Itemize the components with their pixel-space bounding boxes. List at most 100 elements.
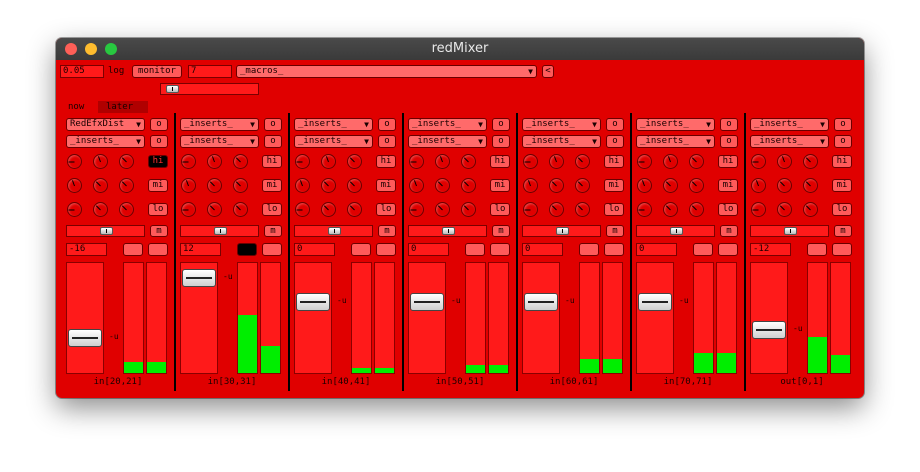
eq-knob[interactable] [93,202,108,217]
volume-fader-thumb[interactable] [182,269,216,287]
insert-open-button[interactable]: o [720,118,738,131]
eq-knob[interactable] [233,178,248,193]
pan-slider[interactable] [522,225,601,237]
pan-slider[interactable] [750,225,829,237]
send-button[interactable] [807,243,827,256]
gain-value-field[interactable]: 0 [294,243,335,256]
pan-slider[interactable] [294,225,373,237]
send-button[interactable] [351,243,371,256]
volume-fader-thumb[interactable] [524,293,558,311]
eq-knob[interactable] [803,202,818,217]
volume-fader-thumb[interactable] [752,321,786,339]
eq-knob[interactable] [461,154,476,169]
eq-mi-button[interactable]: mi [262,179,282,192]
eq-knob[interactable] [549,154,564,169]
insert-dropdown[interactable]: _inserts_ ▼ [522,118,601,131]
insert-open-button[interactable]: o [492,118,510,131]
mute-button[interactable]: m [720,225,738,237]
volume-fader-thumb[interactable] [638,293,672,311]
insert-open-button[interactable]: o [606,118,624,131]
eq-knob[interactable] [321,178,336,193]
eq-knob[interactable] [207,154,222,169]
pan-slider-thumb[interactable] [670,227,683,235]
eq-knob[interactable] [751,178,766,193]
eq-knob[interactable] [637,202,652,217]
eq-knob[interactable] [119,178,134,193]
eq-knob[interactable] [233,202,248,217]
mute-button[interactable]: m [264,225,282,237]
insert-open-button[interactable]: o [264,118,282,131]
eq-knob[interactable] [777,178,792,193]
eq-knob[interactable] [435,154,450,169]
eq-knob[interactable] [689,154,704,169]
eq-knob[interactable] [409,178,424,193]
eq-hi-button[interactable]: hi [604,155,624,168]
insert-open-button[interactable]: o [492,135,510,148]
volume-fader-thumb[interactable] [296,293,330,311]
eq-knob[interactable] [575,154,590,169]
eq-knob[interactable] [119,202,134,217]
eq-knob[interactable] [777,202,792,217]
insert-open-button[interactable]: o [378,135,396,148]
eq-knob[interactable] [549,202,564,217]
mute-button[interactable]: m [150,225,168,237]
pan-slider-thumb[interactable] [214,227,227,235]
eq-knob[interactable] [523,202,538,217]
eq-mi-button[interactable]: mi [718,179,738,192]
insert-open-button[interactable]: o [720,135,738,148]
insert-dropdown[interactable]: _inserts_ ▼ [636,118,715,131]
eq-knob[interactable] [523,154,538,169]
eq-mi-button[interactable]: mi [604,179,624,192]
eq-hi-button[interactable]: hi [262,155,282,168]
send-button[interactable] [376,243,396,256]
insert-dropdown[interactable]: _inserts_ ▼ [408,118,487,131]
insert-dropdown[interactable]: RedEfxDist ▼ [66,118,145,131]
eq-knob[interactable] [67,154,82,169]
eq-knob[interactable] [207,202,222,217]
pan-slider-thumb[interactable] [556,227,569,235]
back-button[interactable]: < [542,65,554,78]
pan-slider[interactable] [180,225,259,237]
insert-dropdown[interactable]: _inserts_ ▼ [180,135,259,148]
eq-hi-button[interactable]: hi [718,155,738,168]
eq-knob[interactable] [119,154,134,169]
gain-value-field[interactable]: 0 [522,243,563,256]
insert-dropdown[interactable]: _inserts_ ▼ [408,135,487,148]
insert-open-button[interactable]: o [606,135,624,148]
monitor-button[interactable]: monitor [132,65,182,78]
pan-slider-thumb[interactable] [784,227,797,235]
count-field[interactable]: 7 [188,65,232,78]
eq-knob[interactable] [207,178,222,193]
insert-dropdown[interactable]: _inserts_ ▼ [636,135,715,148]
eq-knob[interactable] [233,154,248,169]
eq-lo-button[interactable]: lo [718,203,738,216]
eq-knob[interactable] [409,202,424,217]
mute-button[interactable]: m [834,225,852,237]
mute-button[interactable]: m [378,225,396,237]
gain-value-field[interactable]: 0 [636,243,677,256]
eq-knob[interactable] [181,178,196,193]
send-button[interactable] [693,243,713,256]
eq-hi-button[interactable]: hi [148,155,168,168]
eq-knob[interactable] [637,154,652,169]
eq-mi-button[interactable]: mi [376,179,396,192]
send-button[interactable] [490,243,510,256]
eq-mi-button[interactable]: mi [490,179,510,192]
eq-mi-button[interactable]: mi [148,179,168,192]
gain-value-field[interactable]: -12 [750,243,791,256]
eq-knob[interactable] [435,202,450,217]
eq-knob[interactable] [347,202,362,217]
eq-hi-button[interactable]: hi [490,155,510,168]
eq-lo-button[interactable]: lo [832,203,852,216]
eq-knob[interactable] [435,178,450,193]
send-button[interactable] [262,243,282,256]
eq-lo-button[interactable]: lo [376,203,396,216]
eq-knob[interactable] [409,154,424,169]
volume-fader-thumb[interactable] [68,329,102,347]
close-window-button[interactable] [65,43,77,55]
send-button[interactable] [148,243,168,256]
master-slider[interactable] [160,83,259,95]
eq-knob[interactable] [67,178,82,193]
volume-fader[interactable] [522,262,560,374]
master-slider-thumb[interactable] [166,85,179,93]
